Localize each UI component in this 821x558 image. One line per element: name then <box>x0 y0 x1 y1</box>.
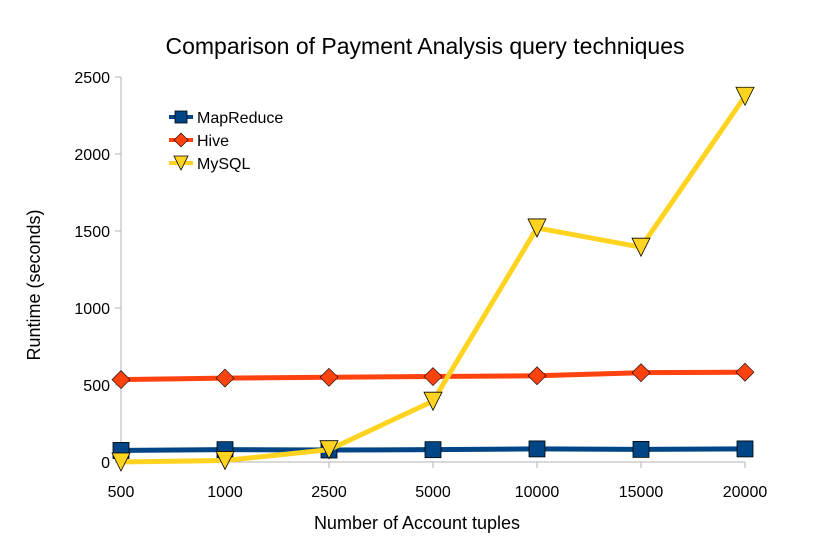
data-point-hive <box>735 362 755 382</box>
data-point-hive <box>111 370 131 390</box>
data-point-mysql <box>735 86 755 107</box>
legend-marker-mapreduce <box>174 110 188 124</box>
x-tick-label: 20000 <box>723 484 768 501</box>
data-point-mysql <box>215 451 235 471</box>
y-tick-label: 0 <box>101 455 110 472</box>
legend-marker-hive <box>173 132 189 148</box>
x-tick-label: 5000 <box>415 484 451 501</box>
legend: MapReduce Hive MySQL <box>169 110 283 173</box>
x-tick-label: 2500 <box>311 484 347 501</box>
data-point-mysql <box>527 218 547 238</box>
data-point-mysql <box>631 237 651 258</box>
data-point-mapreduce <box>632 440 650 458</box>
x-tick-label: 10000 <box>515 484 560 501</box>
data-point-mysql <box>423 391 443 412</box>
data-point-mysql <box>111 452 131 472</box>
data-point-mysql <box>319 440 339 460</box>
data-point-hive <box>423 367 443 386</box>
x-tick-label: 15000 <box>619 484 664 501</box>
x-axis-label: Number of Account tuples <box>314 513 520 533</box>
y-tick-label: 500 <box>83 378 110 395</box>
data-point-mapreduce <box>528 440 546 458</box>
legend-label-mapreduce: MapReduce <box>197 110 283 127</box>
data-point-hive <box>527 366 547 386</box>
legend-marker-mysql <box>173 155 189 171</box>
y-tick-label: 2500 <box>74 70 110 87</box>
y-tick-label: 1500 <box>74 224 110 241</box>
x-tick-label: 500 <box>108 484 135 501</box>
legend-label-hive: Hive <box>197 133 229 150</box>
data-point-hive <box>319 367 339 387</box>
y-axis-label: Runtime (seconds) <box>24 209 44 360</box>
y-tick-label: 2000 <box>74 147 110 164</box>
data-point-hive <box>631 363 651 383</box>
chart-title: Comparison of Payment Analysis query tec… <box>165 33 684 59</box>
data-point-mapreduce <box>424 441 442 459</box>
data-point-mapreduce <box>736 440 754 458</box>
y-tick-label: 1000 <box>74 301 110 318</box>
legend-label-mysql: MySQL <box>197 156 250 173</box>
plot-area: 0 500 1000 1500 2000 2500 500 1000 2500 5000 10000… <box>74 70 767 501</box>
x-tick-label: 1000 <box>207 484 243 501</box>
data-point-hive <box>215 368 235 388</box>
